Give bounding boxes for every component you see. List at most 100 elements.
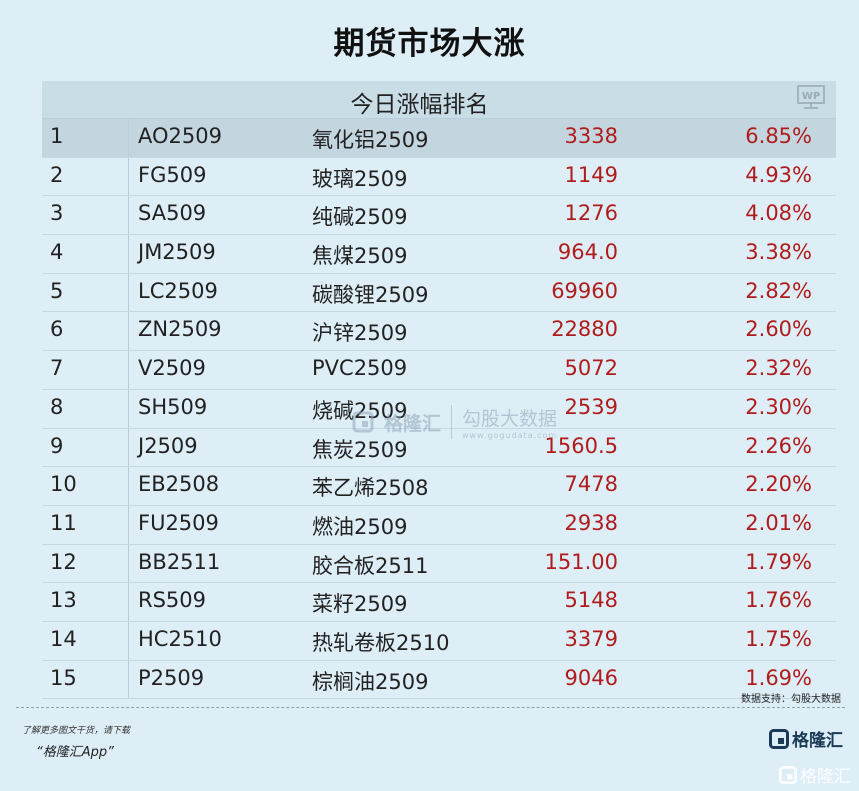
wp-monitor-icon: WP bbox=[797, 85, 825, 109]
price-cell: 7478 bbox=[564, 472, 618, 497]
table-row: 5 LC2509 碳酸锂2509 69960 2.82% bbox=[42, 273, 836, 313]
rank-cell: 9 bbox=[50, 433, 64, 458]
change-pct-cell: 2.01% bbox=[745, 510, 812, 535]
corner-watermark-text: 格隆汇 bbox=[800, 767, 851, 787]
column-divider bbox=[128, 389, 129, 428]
code-cell: RS509 bbox=[138, 588, 207, 613]
rank-cell: 12 bbox=[50, 549, 77, 574]
price-cell: 3379 bbox=[564, 626, 618, 651]
table-row: 4 JM2509 焦煤2509 964.0 3.38% bbox=[42, 235, 836, 274]
rank-cell: 14 bbox=[50, 626, 77, 651]
column-divider bbox=[128, 621, 129, 660]
table-row: 8 SH509 烧碱2509 2539 2.30% bbox=[42, 389, 836, 429]
name-cell: 焦煤2509 bbox=[312, 244, 408, 269]
code-cell: SA509 bbox=[138, 201, 207, 226]
name-cell: 烧碱2509 bbox=[312, 398, 408, 423]
table-row: 14 HC2510 热轧卷板2510 3379 1.75% bbox=[42, 621, 836, 661]
code-cell: AO2509 bbox=[138, 124, 222, 148]
column-divider bbox=[128, 351, 129, 389]
column-divider bbox=[128, 312, 129, 351]
price-cell: 5148 bbox=[564, 588, 618, 613]
change-pct-cell: 2.82% bbox=[745, 278, 812, 303]
name-cell: 苯乙烯2508 bbox=[312, 476, 429, 501]
column-divider bbox=[128, 157, 129, 196]
price-cell: 3338 bbox=[564, 124, 618, 148]
change-pct-cell: 2.30% bbox=[745, 394, 812, 419]
change-pct-cell: 1.76% bbox=[745, 588, 812, 613]
price-cell: 1149 bbox=[564, 162, 618, 187]
corner-watermark: 格隆汇 bbox=[779, 762, 851, 787]
change-pct-cell: 2.26% bbox=[745, 433, 812, 458]
price-cell: 1560.5 bbox=[544, 433, 618, 458]
column-divider bbox=[128, 428, 129, 467]
footer-divider bbox=[16, 707, 845, 708]
name-cell: 菜籽2509 bbox=[312, 592, 408, 617]
column-divider bbox=[128, 583, 129, 621]
column-divider bbox=[128, 544, 129, 583]
change-pct-cell: 1.75% bbox=[745, 626, 812, 651]
column-divider bbox=[128, 196, 129, 235]
page-title: 期货市场大涨 bbox=[333, 26, 526, 62]
column-divider bbox=[128, 273, 129, 312]
gelonghui-logo-icon bbox=[769, 728, 789, 749]
change-pct-cell: 2.32% bbox=[745, 356, 812, 381]
code-cell: ZN2509 bbox=[138, 317, 222, 342]
rank-cell: 8 bbox=[50, 394, 64, 419]
code-cell: BB2511 bbox=[138, 549, 221, 574]
table-row: 7 V2509 PVC2509 5072 2.32% bbox=[42, 351, 836, 390]
name-cell: 焦炭2509 bbox=[312, 437, 408, 462]
table-caption: 今日涨幅排名 bbox=[350, 92, 489, 118]
change-pct-cell: 3.38% bbox=[745, 240, 812, 265]
rank-cell: 6 bbox=[50, 317, 64, 342]
rank-cell: 2 bbox=[50, 162, 64, 187]
rank-cell: 10 bbox=[50, 472, 77, 497]
change-pct-cell: 6.85% bbox=[745, 124, 812, 148]
table-row: 2 FG509 玻璃2509 1149 4.93% bbox=[42, 157, 836, 197]
change-pct-cell: 4.93% bbox=[745, 162, 812, 187]
code-cell: FU2509 bbox=[138, 510, 219, 535]
name-cell: 热轧卷板2510 bbox=[312, 630, 450, 655]
code-cell: HC2510 bbox=[138, 626, 222, 651]
name-cell: 氧化铝2509 bbox=[312, 128, 429, 152]
svg-text:WP: WP bbox=[802, 91, 820, 102]
table-row: 9 J2509 焦炭2509 1560.5 2.26% bbox=[42, 428, 836, 468]
table-row: 6 ZN2509 沪锌2509 22880 2.60% bbox=[42, 312, 836, 352]
price-cell: 1276 bbox=[564, 201, 618, 226]
price-cell: 22880 bbox=[551, 317, 618, 342]
rank-cell: 3 bbox=[50, 201, 64, 226]
rank-cell: 15 bbox=[50, 665, 77, 690]
change-pct-cell: 1.69% bbox=[745, 665, 812, 690]
price-cell: 9046 bbox=[564, 665, 618, 690]
table-row: 1 AO2509 氧化铝2509 3338 6.85% bbox=[42, 119, 836, 158]
app-name: “格隆汇App” bbox=[36, 745, 114, 760]
name-cell: 碳酸锂2509 bbox=[312, 282, 429, 307]
name-cell: 燃油2509 bbox=[312, 514, 408, 539]
price-cell: 2539 bbox=[564, 394, 618, 419]
code-cell: J2509 bbox=[138, 433, 198, 458]
price-cell: 964.0 bbox=[557, 240, 618, 265]
table-row: 15 P2509 棕榈油2509 9046 1.69% bbox=[42, 660, 836, 700]
name-cell: 胶合板2511 bbox=[312, 553, 429, 578]
name-cell: PVC2509 bbox=[312, 356, 408, 381]
promo-text: 了解更多图文干货，请下载 bbox=[22, 726, 131, 736]
table-row: 11 FU2509 燃油2509 2938 2.01% bbox=[42, 505, 836, 545]
footer-logo-text: 格隆汇 bbox=[792, 731, 843, 751]
price-cell: 151.00 bbox=[544, 549, 618, 574]
column-divider bbox=[128, 505, 129, 544]
column-divider bbox=[128, 660, 129, 699]
code-cell: LC2509 bbox=[138, 278, 218, 303]
name-cell: 纯碱2509 bbox=[312, 205, 408, 230]
column-divider bbox=[128, 235, 129, 273]
rank-cell: 1 bbox=[50, 124, 64, 148]
table-header: 今日涨幅排名 WP bbox=[42, 81, 836, 119]
rank-cell: 11 bbox=[50, 510, 77, 535]
change-pct-cell: 2.20% bbox=[745, 472, 812, 497]
footer-logo: 格隆汇 bbox=[769, 726, 843, 751]
name-cell: 棕榈油2509 bbox=[312, 669, 429, 694]
price-cell: 5072 bbox=[564, 356, 618, 381]
data-source: 数据支持：勾股大数据 bbox=[741, 694, 841, 705]
change-pct-cell: 2.60% bbox=[745, 317, 812, 342]
change-pct-cell: 1.79% bbox=[745, 549, 812, 574]
name-cell: 玻璃2509 bbox=[312, 166, 408, 191]
table-row: 13 RS509 菜籽2509 5148 1.76% bbox=[42, 583, 836, 622]
